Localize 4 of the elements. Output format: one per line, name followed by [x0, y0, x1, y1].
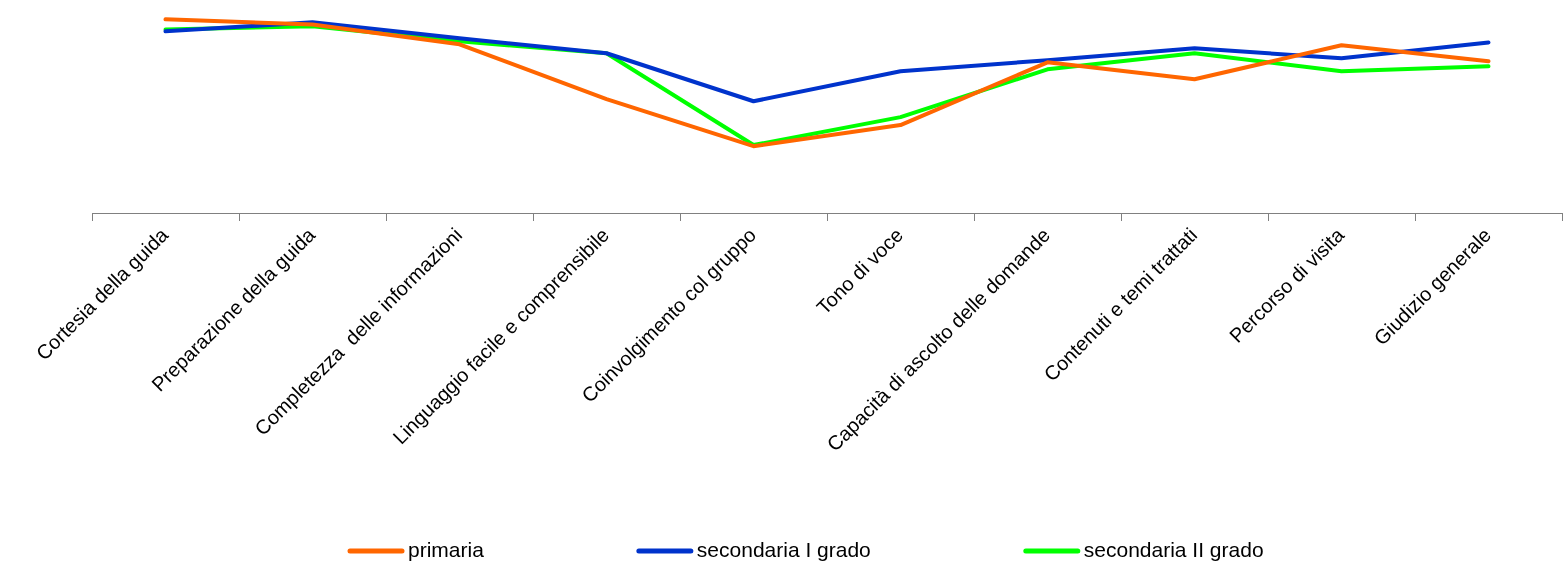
legend-label: secondaria I grado: [696, 537, 871, 561]
x-tick-label: Tono di voce: [812, 223, 908, 319]
legend-label: primaria: [408, 537, 485, 561]
legend-label: secondaria II grado: [1083, 537, 1264, 561]
